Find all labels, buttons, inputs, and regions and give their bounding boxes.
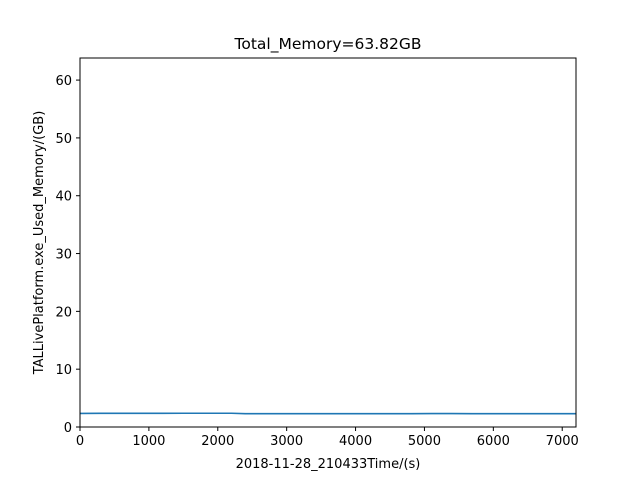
y-tick-label: 0	[64, 421, 72, 436]
y-axis-label: TALLivePlatform.exe_Used_Memory/(GB)	[32, 111, 47, 376]
y-tick-label: 50	[55, 132, 72, 147]
x-tick-label: 0	[76, 434, 84, 449]
plot-frame	[80, 58, 576, 427]
x-tick-label: 6000	[477, 434, 510, 449]
y-tick-label: 10	[55, 363, 72, 378]
x-axis: 0 1000 2000 3000 4000 5000 6000 7000	[76, 427, 579, 449]
x-tick-label: 3000	[270, 434, 303, 449]
y-tick-label: 60	[55, 74, 72, 89]
x-axis-label: 2018-11-28_210433Time/(s)	[236, 457, 421, 472]
y-tick-label: 30	[55, 248, 72, 263]
chart-title: Total_Memory=63.82GB	[234, 35, 422, 54]
x-tick-label: 1000	[132, 434, 165, 449]
x-tick-label: 4000	[339, 434, 372, 449]
x-tick-label: 5000	[408, 434, 441, 449]
y-tick-label: 40	[55, 190, 72, 205]
y-axis: 0 10 20 30 40 50 60	[55, 74, 80, 436]
y-tick-label: 20	[55, 305, 72, 320]
x-tick-label: 7000	[546, 434, 579, 449]
x-tick-label: 2000	[201, 434, 234, 449]
